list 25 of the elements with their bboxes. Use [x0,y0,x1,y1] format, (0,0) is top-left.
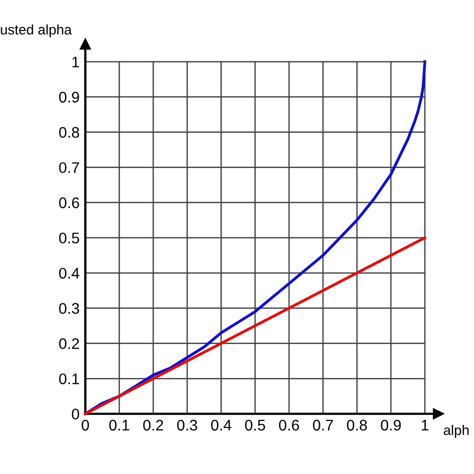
x-tick-label: 0.1 [109,420,130,431]
x-tick-label: 0.8 [346,420,367,431]
y-tick-label: 0.3 [59,303,80,314]
y-tick-label: 0.6 [59,197,80,208]
x-tick-label: 0.4 [211,420,232,431]
y-tick-label: 0.7 [59,162,79,174]
x-tick-label: 0 [82,420,89,431]
x-tick-label: 0.3 [177,420,198,431]
y-tick-label: 0.8 [59,126,80,138]
y-tick-label: 0.5 [59,232,80,244]
x-tick-label: 0.6 [279,420,299,431]
line-series [84,60,426,416]
x-tick-label: 1 [422,420,428,430]
y-tick-label: 0.9 [59,92,80,103]
y-tick-label: 1 [72,56,80,68]
x-tick-label: 0.9 [380,420,401,431]
y-tick-label: 0.1 [59,373,80,384]
x-tick-label: 0.5 [245,420,266,431]
x-tick-label: 0.2 [143,420,164,431]
x-axis-title: alph [444,424,469,438]
y-axis-title: usted alpha [0,24,72,38]
y-tick-label: 0.2 [59,338,79,350]
y-tick-label: 0.4 [59,268,80,279]
x-tick-label: 0.7 [312,420,333,431]
y-tick-label: 0 [72,408,80,420]
